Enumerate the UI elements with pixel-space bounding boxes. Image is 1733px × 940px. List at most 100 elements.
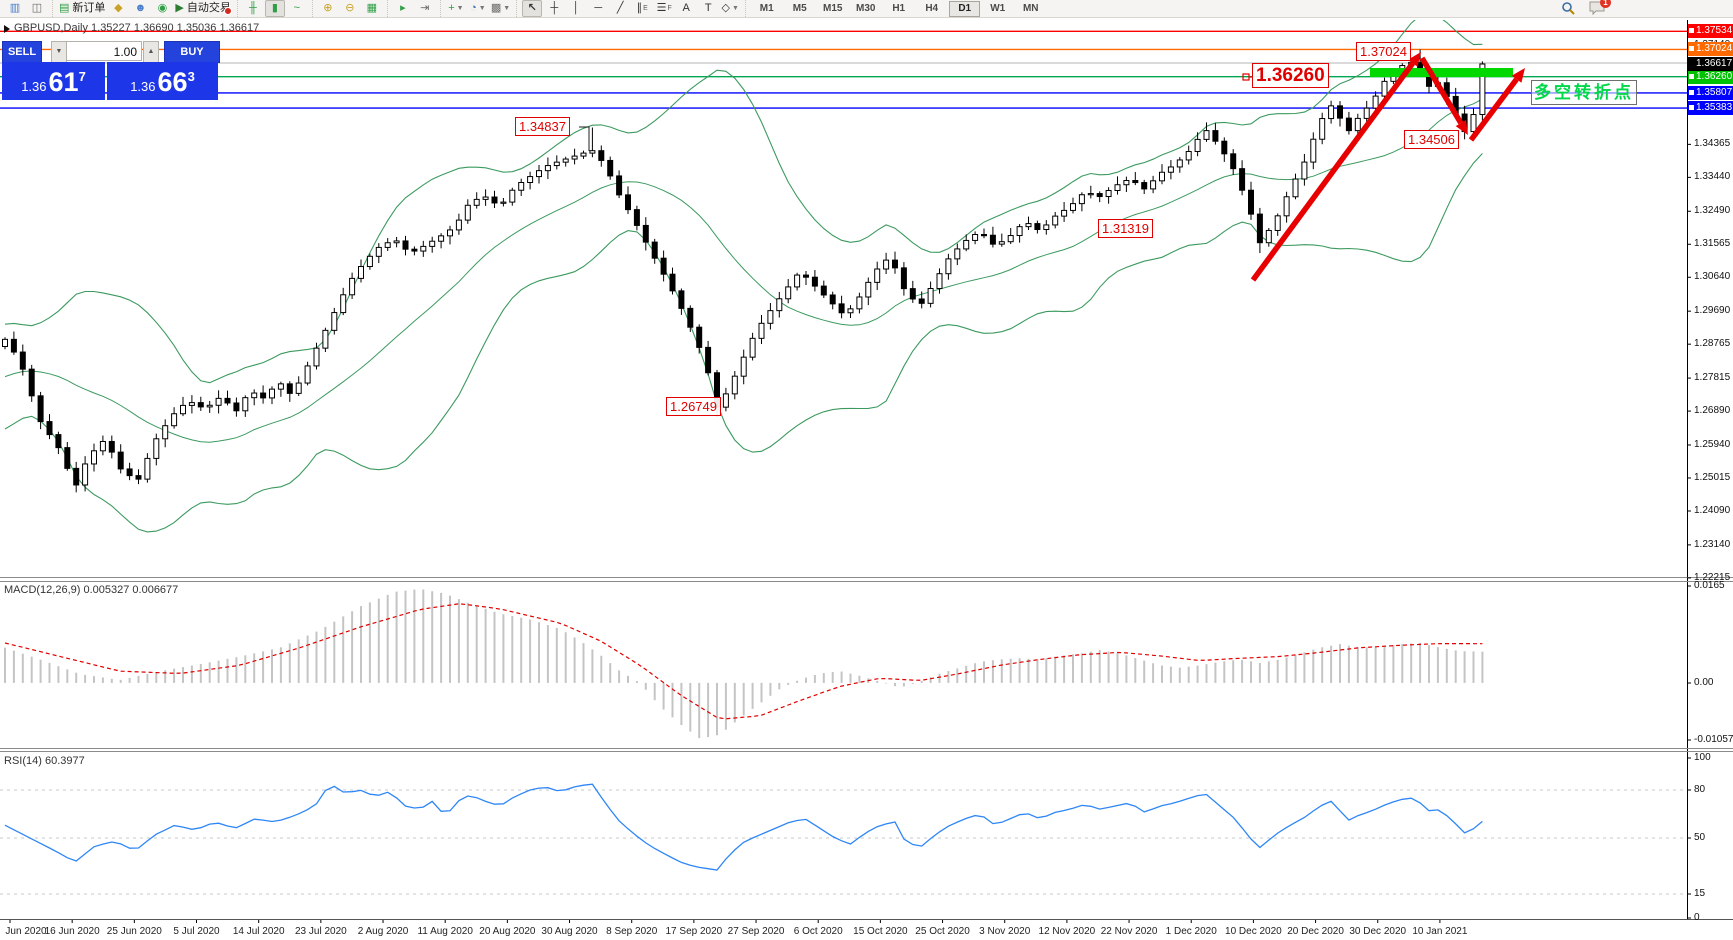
candlestick-chart-icon[interactable]: ▮ bbox=[264, 0, 285, 17]
toolbar-group: ╫ ▮ ~ bbox=[236, 0, 312, 17]
autoscroll-icon[interactable]: ▸ bbox=[400, 2, 406, 14]
date-label[interactable]: 17 Sep 2020 bbox=[665, 926, 723, 937]
axis-price-flag: 1.36260 bbox=[1688, 69, 1733, 84]
date-label[interactable]: 23 Jul 2020 bbox=[294, 926, 347, 937]
chart-shift-icon[interactable]: ⇥ bbox=[420, 2, 430, 14]
timeframe-m5[interactable]: M5 bbox=[792, 2, 807, 14]
timeframe-w1[interactable]: W1 bbox=[990, 2, 1006, 14]
line-chart-icon[interactable]: ~ bbox=[293, 2, 301, 14]
autotrade-button[interactable]: ▶ 自动交易 bbox=[175, 2, 232, 15]
date-label[interactable]: 15 Oct 2020 bbox=[853, 926, 908, 937]
timeframe-h4[interactable]: H4 bbox=[925, 2, 939, 14]
date-label[interactable]: 3 Nov 2020 bbox=[979, 926, 1031, 937]
price-tick-label: 1.23140 bbox=[1694, 538, 1731, 550]
turning-point-note[interactable]: 多空转折点 bbox=[1531, 80, 1637, 105]
axis-price-flag: 1.35383 bbox=[1688, 101, 1733, 116]
buy-price[interactable]: 1.36 66 3 bbox=[107, 62, 218, 100]
text-icon[interactable]: A bbox=[682, 2, 690, 14]
date-label[interactable]: 2 Aug 2020 bbox=[357, 926, 409, 937]
timeframe-m30[interactable]: M30 bbox=[855, 2, 876, 14]
date-label[interactable]: 10 Jan 2021 bbox=[1412, 926, 1468, 937]
buy-button[interactable]: BUY bbox=[164, 41, 220, 63]
lot-size-input[interactable]: 1.00 bbox=[66, 41, 142, 61]
bar-chart-icon[interactable]: ╫ bbox=[248, 2, 257, 14]
date-label[interactable]: 25 Oct 2020 bbox=[915, 926, 970, 937]
pane-frame bbox=[0, 20, 1733, 920]
timeframe-h1[interactable]: H1 bbox=[892, 2, 906, 14]
periods-icon[interactable]: ◔ ▼ bbox=[470, 2, 486, 14]
trendline-icon[interactable]: ╱ bbox=[616, 2, 624, 14]
search-icon[interactable] bbox=[1561, 1, 1575, 15]
crosshair-icon[interactable]: ┼ bbox=[550, 2, 559, 14]
zoom-in-icon[interactable]: ⊕ bbox=[323, 2, 333, 14]
date-label[interactable]: 11 Aug 2020 bbox=[417, 926, 473, 937]
channel-icon[interactable]: ∥ E bbox=[636, 2, 648, 14]
hline-icon[interactable]: ─ bbox=[594, 2, 603, 14]
date-label[interactable]: 27 Sep 2020 bbox=[727, 926, 785, 937]
timeframe-toolbar: M1 M5 M15 M30 H1 H4 D1 W1 MN bbox=[745, 0, 1051, 17]
news-icon[interactable]: ◉ bbox=[157, 2, 168, 14]
price-annotation[interactable]: 1.36260 bbox=[1252, 63, 1329, 88]
community-icon[interactable]: ☻ bbox=[134, 2, 147, 14]
price-annotation[interactable]: 1.31319 bbox=[1098, 219, 1153, 238]
toolbar-group: + ▼ ◔ ▼ ▩ ▼ bbox=[439, 0, 516, 17]
annotations-layer bbox=[579, 52, 1525, 282]
rsi-tick-label: 0 bbox=[1694, 912, 1700, 923]
chart-marker-icon bbox=[4, 25, 10, 33]
date-label[interactable]: 12 Nov 2020 bbox=[1038, 926, 1096, 937]
date-label[interactable]: Jun 2020 bbox=[5, 926, 47, 937]
lot-decrease-button[interactable]: ▼ bbox=[51, 41, 67, 63]
cursor-icon[interactable]: ↖ bbox=[522, 0, 543, 17]
date-label[interactable]: 5 Jul 2020 bbox=[173, 926, 220, 937]
date-label[interactable]: 6 Oct 2020 bbox=[793, 926, 843, 937]
timeframe-m1[interactable]: M1 bbox=[759, 2, 774, 14]
date-label[interactable]: 30 Aug 2020 bbox=[541, 926, 598, 937]
chat-bubble-icon[interactable]: 1 bbox=[1589, 0, 1611, 15]
templates-icon[interactable]: ▩ ▼ bbox=[490, 2, 511, 14]
shapes-icon[interactable]: ◇ ▼ bbox=[721, 2, 739, 14]
new-chart-icon[interactable]: ▥ bbox=[9, 2, 21, 14]
price-tick-label: 1.26890 bbox=[1694, 405, 1731, 417]
date-label[interactable]: 1 Dec 2020 bbox=[1165, 926, 1217, 937]
date-label[interactable]: 8 Sep 2020 bbox=[606, 926, 658, 937]
price-annotation[interactable]: 1.34506 bbox=[1404, 130, 1459, 149]
label-icon[interactable]: T bbox=[704, 2, 712, 14]
toolbar-group: ▥ ◫ bbox=[0, 0, 52, 17]
timeframe-mn[interactable]: MN bbox=[1022, 2, 1039, 14]
zoom-out-icon[interactable]: ⊖ bbox=[345, 2, 355, 14]
date-label[interactable]: 22 Nov 2020 bbox=[1100, 926, 1158, 937]
axis-price-flag: 1.37534 bbox=[1688, 24, 1733, 39]
price-tick-label: 1.22215 bbox=[1694, 571, 1731, 583]
date-label[interactable]: 25 Jun 2020 bbox=[106, 926, 162, 937]
timeframe-m15[interactable]: M15 bbox=[822, 2, 843, 14]
new-order-button[interactable]: ▤ 新订单 bbox=[59, 2, 106, 14]
axis-ticks bbox=[9, 44, 1691, 923]
macd-tick-label: 0.0165 bbox=[1694, 580, 1725, 591]
date-label[interactable]: 20 Dec 2020 bbox=[1287, 926, 1344, 937]
price-annotation[interactable]: 1.34837 bbox=[515, 117, 570, 136]
date-label[interactable]: 30 Dec 2020 bbox=[1349, 926, 1407, 937]
date-label[interactable]: 14 Jul 2020 bbox=[232, 926, 285, 937]
price-tick-label: 1.25940 bbox=[1694, 438, 1731, 450]
rsi-tick-label: 100 bbox=[1694, 752, 1711, 763]
indicators-add-icon[interactable]: + ▼ bbox=[448, 2, 464, 14]
profiles-icon[interactable]: ◫ bbox=[31, 2, 43, 14]
chart-title: GBPUSD,Daily 1.35227 1.36690 1.35036 1.3… bbox=[14, 22, 260, 34]
fibo-icon[interactable]: ☰ F bbox=[656, 2, 672, 14]
price-annotation[interactable]: 1.37024 bbox=[1356, 42, 1411, 61]
price-annotation[interactable]: 1.26749 bbox=[666, 397, 721, 416]
vline-icon[interactable]: │ bbox=[572, 2, 580, 14]
price-tick-label: 1.34365 bbox=[1694, 138, 1731, 150]
main-toolbar: ▥ ◫ ▤ 新订单 ◆ ☻ ◉ ▶ 自动交易 ╫ ▮ ~ ⊕ ⊖ ▦ ▸ ⇥ + ▼ ◔ ▼ ▩ ▼ ↖ ┼ │ ─ ╱ ∥ E ☰ F A T ◇… bbox=[0, 0, 1733, 18]
sell-button[interactable]: SELL bbox=[2, 41, 42, 63]
date-label[interactable]: 10 Dec 2020 bbox=[1225, 926, 1282, 937]
date-label[interactable]: 20 Aug 2020 bbox=[479, 926, 536, 937]
tile-windows-icon[interactable]: ▦ bbox=[366, 2, 378, 14]
sell-price[interactable]: 1.36 61 7 bbox=[2, 62, 105, 100]
timeframe-d1[interactable]: D1 bbox=[949, 0, 981, 17]
date-label[interactable]: 16 Jun 2020 bbox=[44, 926, 100, 937]
experts-icon[interactable]: ◆ bbox=[114, 2, 123, 14]
lot-increase-button[interactable]: ▲ bbox=[143, 41, 159, 63]
